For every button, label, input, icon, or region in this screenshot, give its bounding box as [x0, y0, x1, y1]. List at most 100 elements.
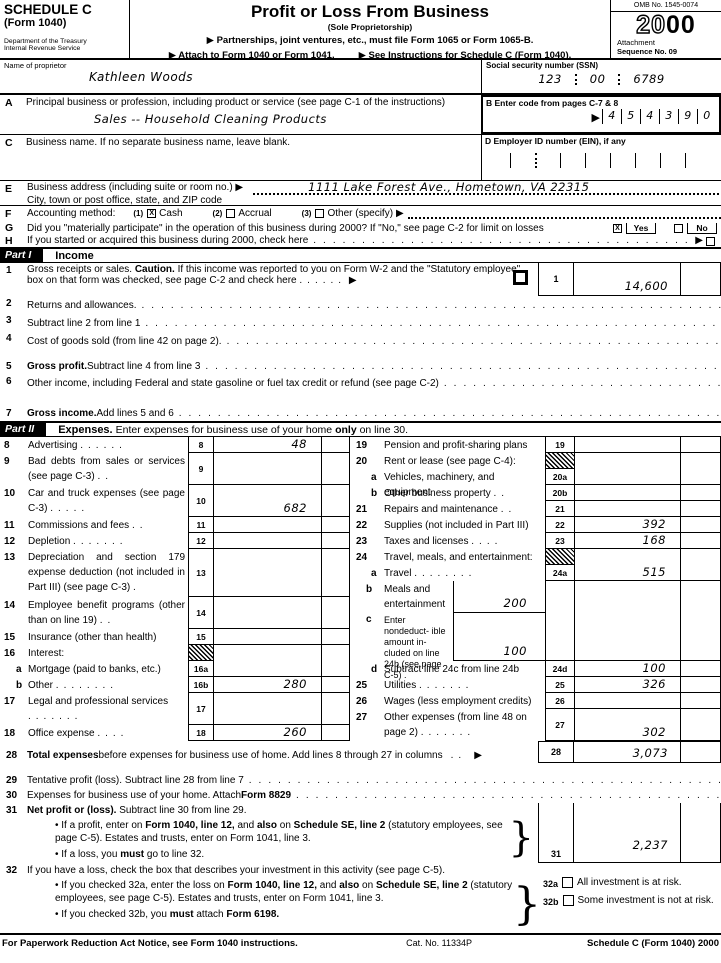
line-c-label: Business name. If no separate business n… — [26, 137, 291, 148]
code-digit[interactable]: 5 — [621, 109, 640, 124]
code-digit[interactable]: 3 — [659, 109, 678, 124]
line-box: 24d — [545, 661, 575, 677]
amount-field-10[interactable]: 682 — [214, 485, 322, 517]
amount-field-20b[interactable] — [575, 485, 681, 501]
yes-checkbox[interactable]: X — [613, 223, 622, 233]
amount-field-28[interactable]: 3,073 — [574, 741, 681, 763]
line-a-label: Principal business or profession, includ… — [26, 97, 446, 108]
proprietor-name-field[interactable]: Kathleen Woods — [89, 70, 194, 84]
ein-cell[interactable] — [610, 153, 635, 168]
amount-field-17[interactable] — [214, 693, 322, 725]
total-expenses-label: Total expenses — [27, 750, 99, 761]
form-footer: For Paperwork Reduction Act Notice, see … — [0, 933, 721, 949]
ssn-part-2[interactable]: 00 — [589, 72, 606, 86]
cents-cell — [322, 661, 350, 677]
line-b-letter: B — [486, 98, 493, 108]
line-box: 18 — [188, 725, 214, 741]
amount-field-13[interactable] — [214, 549, 322, 597]
nondeductible-amount-field[interactable]: 100 — [453, 613, 545, 661]
code-digit[interactable]: 9 — [678, 109, 697, 124]
ein-cell[interactable] — [660, 153, 685, 168]
line-box: 27 — [545, 709, 575, 741]
line-h-checkbox[interactable] — [706, 237, 715, 246]
amount-field-24d[interactable]: 100 — [575, 661, 681, 677]
ein-field[interactable] — [485, 153, 718, 168]
amount-field-22[interactable]: 392 — [575, 517, 681, 533]
materially-participate-label: Did you "materially participate" in the … — [27, 222, 544, 234]
part1-title: Income — [55, 249, 94, 262]
amount-field-20a[interactable] — [575, 469, 681, 485]
ein-cell[interactable] — [685, 153, 710, 168]
some-not-at-risk-checkbox[interactable] — [562, 895, 574, 906]
ssn-field[interactable]: 123 00 6789 — [486, 72, 717, 86]
amount-field-8[interactable]: 48 — [214, 437, 322, 453]
net-profit-label: Net profit or (loss). — [27, 805, 117, 816]
no-checkbox[interactable] — [674, 223, 683, 233]
line-e-letter: E — [5, 183, 13, 195]
amount-field-16a[interactable] — [214, 661, 322, 677]
expense-row-27: 27 Other expenses (from line 48 on page 2… — [350, 709, 721, 741]
amount-field-1[interactable]: 14,600 — [574, 263, 681, 296]
expenses-right-column: 19 Pension and profit-sharing plans 19 20… — [350, 437, 721, 741]
all-at-risk-checkbox[interactable] — [562, 877, 574, 888]
code-digit[interactable]: 4 — [602, 109, 621, 124]
line-d-label: Employer ID number (EIN), if any — [493, 136, 626, 146]
amount-field-25[interactable]: 326 — [575, 677, 681, 693]
line-number: 31 — [6, 805, 18, 816]
line-number: 6 — [6, 376, 12, 387]
statutory-employee-checkbox[interactable] — [513, 270, 528, 285]
amount-field-15[interactable] — [214, 629, 322, 645]
line-box: 20b — [545, 485, 575, 501]
cents-cell — [322, 549, 350, 597]
ein-cell[interactable] — [510, 153, 535, 168]
expense-row-8: 8 Advertising ...... 8 48 — [0, 437, 350, 453]
cents-cell — [322, 693, 350, 725]
line-d-letter: D — [485, 136, 492, 146]
amount-field-9[interactable] — [214, 453, 322, 485]
amount-field-26[interactable] — [575, 693, 681, 709]
amount-field-21[interactable] — [575, 501, 681, 517]
line-number: 2 — [6, 298, 12, 309]
ein-cell[interactable] — [560, 153, 585, 168]
expense-row-15: 15 Insurance (other than health) 15 — [0, 629, 350, 645]
amount-field-24a[interactable]: 515 — [575, 565, 681, 581]
omb-number: OMB No. 1545-0074 — [611, 0, 721, 12]
business-address-field[interactable]: 1111 Lake Forest Ave., Hometown, VA 2231… — [253, 181, 719, 195]
code-digit[interactable]: 4 — [640, 109, 659, 124]
dot-leader: ........................................… — [226, 336, 721, 347]
line32-bullet2: • If you checked 32b, you must attach Fo… — [55, 909, 280, 920]
amount-field-14[interactable] — [214, 597, 322, 629]
arrow-icon: ▶ — [348, 275, 357, 286]
expense-row-24a: a Travel ........ 24a 515 — [350, 565, 721, 581]
home-expenses-row: 30 Expenses for business use of your hom… — [0, 788, 721, 803]
cents-cell — [322, 677, 350, 693]
line31-bullet2: • If a loss, you must go to line 32. — [55, 849, 205, 860]
cash-checkbox[interactable]: X — [147, 209, 157, 218]
line-box: 9 — [188, 453, 214, 485]
ein-cell[interactable] — [585, 153, 610, 168]
cents-cell — [322, 629, 350, 645]
amount-field-11[interactable] — [214, 517, 322, 533]
amount-field-18[interactable]: 260 — [214, 725, 322, 741]
amount-field-27[interactable]: 302 — [575, 709, 681, 741]
code-digit[interactable]: 0 — [697, 109, 716, 124]
principal-business-field[interactable]: Sales -- Household Cleaning Products — [94, 112, 327, 126]
business-code-field[interactable]: ▶ 4 5 4 3 9 0 — [486, 109, 716, 124]
ssn-part-3[interactable]: 6789 — [633, 72, 665, 86]
amount-field-16b[interactable]: 280 — [214, 677, 322, 693]
amount-field-23[interactable]: 168 — [575, 533, 681, 549]
dot-leader: ........................................… — [296, 790, 721, 801]
amount-field-31[interactable]: 2,237 — [574, 803, 681, 863]
accrual-checkbox[interactable] — [226, 209, 236, 218]
other-specify-field[interactable] — [407, 209, 721, 219]
ein-cell[interactable] — [535, 153, 560, 168]
meals-amount-field[interactable]: 200 — [453, 581, 545, 613]
ein-cell[interactable] — [635, 153, 660, 168]
ein-cell[interactable] — [485, 153, 510, 168]
other-checkbox[interactable] — [315, 209, 325, 218]
expense-row-24b: b Meals and entertainment 200 — [350, 581, 545, 613]
ssn-part-1[interactable]: 123 — [538, 72, 562, 86]
expense-row-26: 26 Wages (less employment credits) 26 — [350, 693, 721, 709]
amount-field-12[interactable] — [214, 533, 322, 549]
amount-field-19[interactable] — [575, 437, 681, 453]
